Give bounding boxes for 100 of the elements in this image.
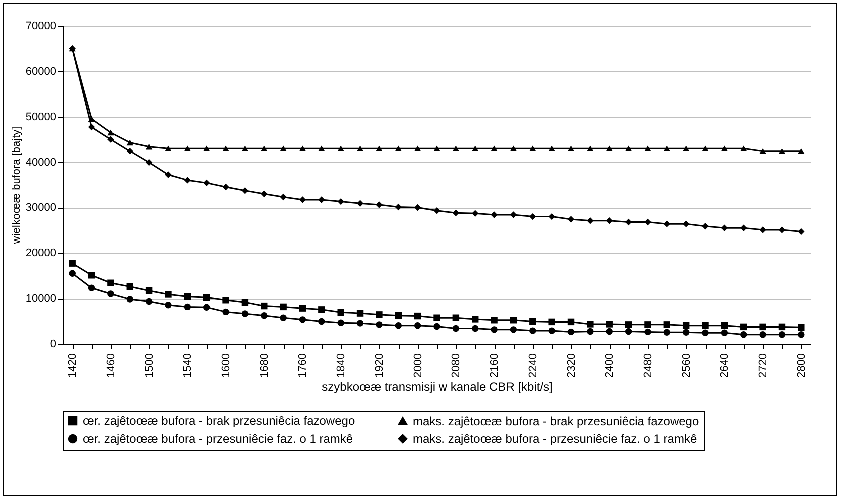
point (280, 146, 287, 152)
point (434, 146, 440, 152)
point (126, 296, 134, 303)
point (338, 309, 344, 316)
point (280, 304, 287, 311)
legend-label: maks. zajêtoœæ bufora - brak przesuniêcia fazowego (413, 414, 700, 428)
point (242, 310, 249, 318)
point (376, 312, 383, 318)
legend-label: maks. zajêtoœæ bufora - przesuniêcie faz. o 1 ramkê (413, 432, 698, 446)
x-tick-label: 2320 (566, 354, 578, 378)
point (568, 146, 575, 152)
point (682, 322, 690, 330)
point (798, 324, 805, 331)
point (108, 130, 114, 136)
point (778, 324, 786, 331)
point (644, 322, 652, 328)
point (165, 302, 172, 309)
point (261, 190, 268, 198)
point (625, 322, 632, 328)
legend-label: œr. zajêtoœæ bufora - przesuniêcie faz. o 1 ramkê (83, 432, 354, 446)
point (491, 326, 498, 334)
point (452, 146, 460, 152)
point (88, 284, 96, 292)
point (587, 321, 594, 328)
point (88, 272, 96, 279)
point (778, 148, 786, 154)
point (222, 297, 230, 304)
y-tick-label: 20000 (26, 248, 56, 260)
point (472, 210, 479, 217)
point (530, 146, 536, 152)
point (318, 318, 326, 326)
point (778, 226, 786, 234)
point (664, 146, 671, 152)
point (548, 318, 556, 326)
point (740, 224, 748, 232)
point (146, 298, 153, 306)
point (434, 323, 440, 330)
point (606, 328, 613, 336)
point (644, 146, 652, 152)
point (203, 180, 210, 187)
point (644, 328, 652, 336)
point (203, 294, 210, 302)
point (108, 280, 114, 286)
point (356, 146, 364, 152)
point (510, 317, 518, 324)
point (568, 328, 575, 336)
point (721, 330, 728, 336)
y-tick-label: 60000 (26, 66, 56, 78)
point (682, 329, 690, 336)
y-axis-title: wielkoœæ bufora [bajty] (10, 126, 23, 246)
point (682, 146, 690, 152)
legend-label: œr. zajêtoœæ bufora - brak przesuniêcia fazowego (83, 414, 356, 428)
point (587, 146, 594, 152)
point (472, 325, 479, 332)
point (721, 322, 728, 330)
point (242, 299, 249, 306)
point (318, 196, 326, 204)
x-tick-label: 1680 (258, 354, 271, 378)
point (510, 146, 518, 152)
point (126, 140, 134, 146)
point (587, 218, 594, 224)
point (625, 218, 632, 226)
x-tick-label: 1600 (220, 354, 233, 378)
x-tick-label: 2000 (412, 354, 424, 378)
point (760, 148, 766, 154)
point (606, 218, 613, 224)
point (625, 328, 632, 336)
point (146, 144, 153, 150)
point (452, 325, 460, 332)
point (242, 146, 249, 152)
x-tick-label: 1840 (336, 354, 348, 378)
point (395, 204, 402, 211)
point (548, 328, 556, 334)
point (664, 220, 671, 228)
x-tick-label: 1540 (182, 354, 194, 378)
x-tick-label: 2640 (719, 354, 732, 378)
point (338, 320, 344, 326)
point (702, 146, 709, 152)
point (395, 322, 402, 330)
point (165, 172, 172, 178)
point (760, 226, 766, 234)
point (548, 213, 556, 220)
point (299, 146, 306, 152)
point (434, 208, 440, 214)
point (798, 228, 805, 236)
point (69, 270, 76, 277)
point (740, 332, 748, 338)
point (530, 213, 536, 220)
y-tick-label: 0 (50, 338, 56, 350)
point (568, 318, 575, 326)
point (778, 332, 786, 338)
point (69, 260, 76, 267)
point (491, 317, 498, 324)
point (452, 314, 460, 322)
x-tick-label: 2160 (489, 354, 502, 378)
point (740, 324, 748, 331)
x-tick-label: 2800 (796, 354, 808, 378)
point (414, 312, 422, 320)
point (644, 218, 652, 226)
point (452, 210, 460, 217)
